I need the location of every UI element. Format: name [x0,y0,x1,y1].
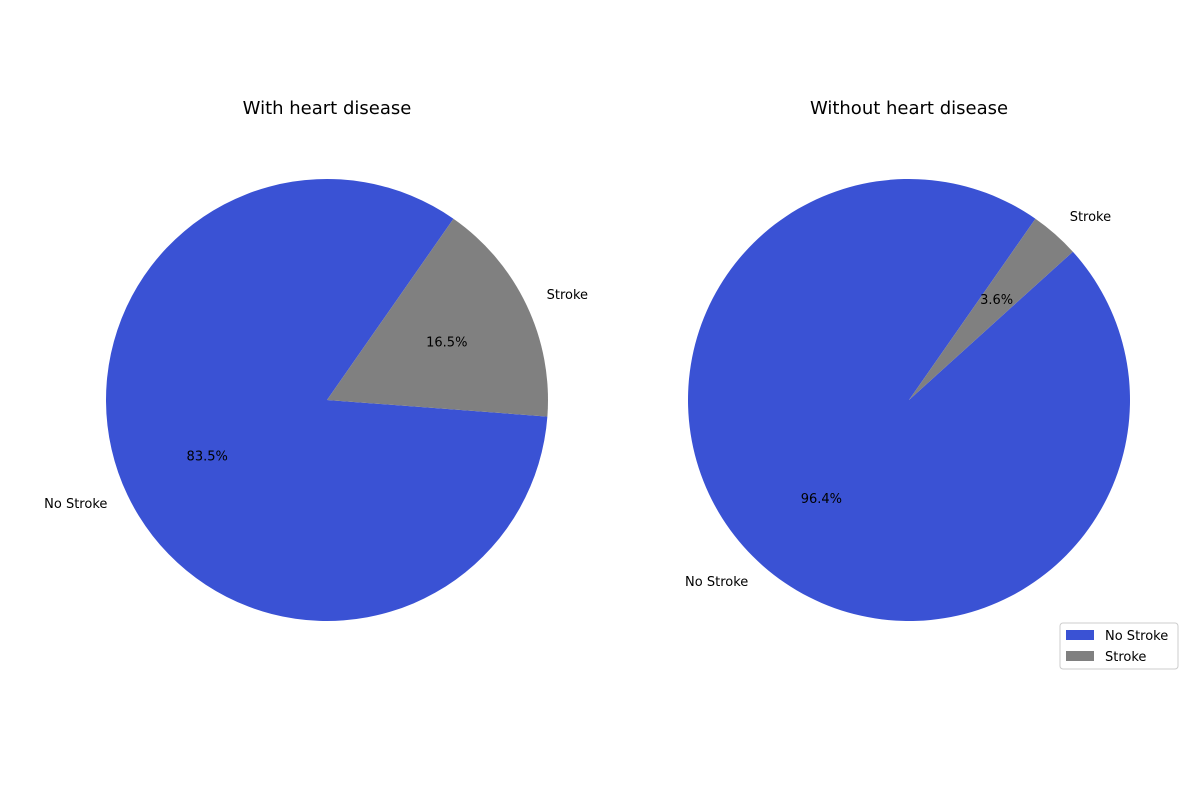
pie-slice-no-stroke [688,179,1131,622]
pie-labels: 83.5% No Stroke 16.5% Stroke [44,288,588,512]
pie-slice-no-stroke [106,179,548,621]
pie-percent-label-no-stroke: 83.5% [187,449,228,464]
legend-label-no-stroke: No Stroke [1105,629,1168,644]
pie-chart-with-heart-disease: With heart disease 83.5% No Stroke 16.5% St… [44,98,588,621]
pie-percent-label-stroke: 16.5% [426,336,467,351]
pie-slices [688,179,1131,622]
pie-percent-label-no-stroke: 96.4% [801,492,842,507]
pie-category-label-no-stroke: No Stroke [685,575,748,590]
legend-label-stroke: Stroke [1105,650,1146,665]
pie-slice-stroke [909,218,1073,400]
pie-slices [106,179,548,621]
chart-title: With heart disease [243,98,412,119]
legend-swatch-stroke [1066,651,1094,661]
pie-category-label-stroke: Stroke [547,288,588,303]
legend: No Stroke Stroke [1059,622,1179,670]
pie-slice-stroke [327,218,548,417]
legend-swatch-no-stroke [1066,630,1094,640]
pie-percent-label-stroke: 3.6% [980,293,1013,308]
pie-chart-without-heart-disease: Without heart disease 96.4% No Stroke 3.6%… [685,98,1131,622]
pie-category-label-no-stroke: No Stroke [44,497,107,512]
pie-category-label-stroke: Stroke [1070,210,1111,225]
pie-labels: 96.4% No Stroke 3.6% Stroke [685,210,1111,590]
chart-title: Without heart disease [810,98,1008,119]
